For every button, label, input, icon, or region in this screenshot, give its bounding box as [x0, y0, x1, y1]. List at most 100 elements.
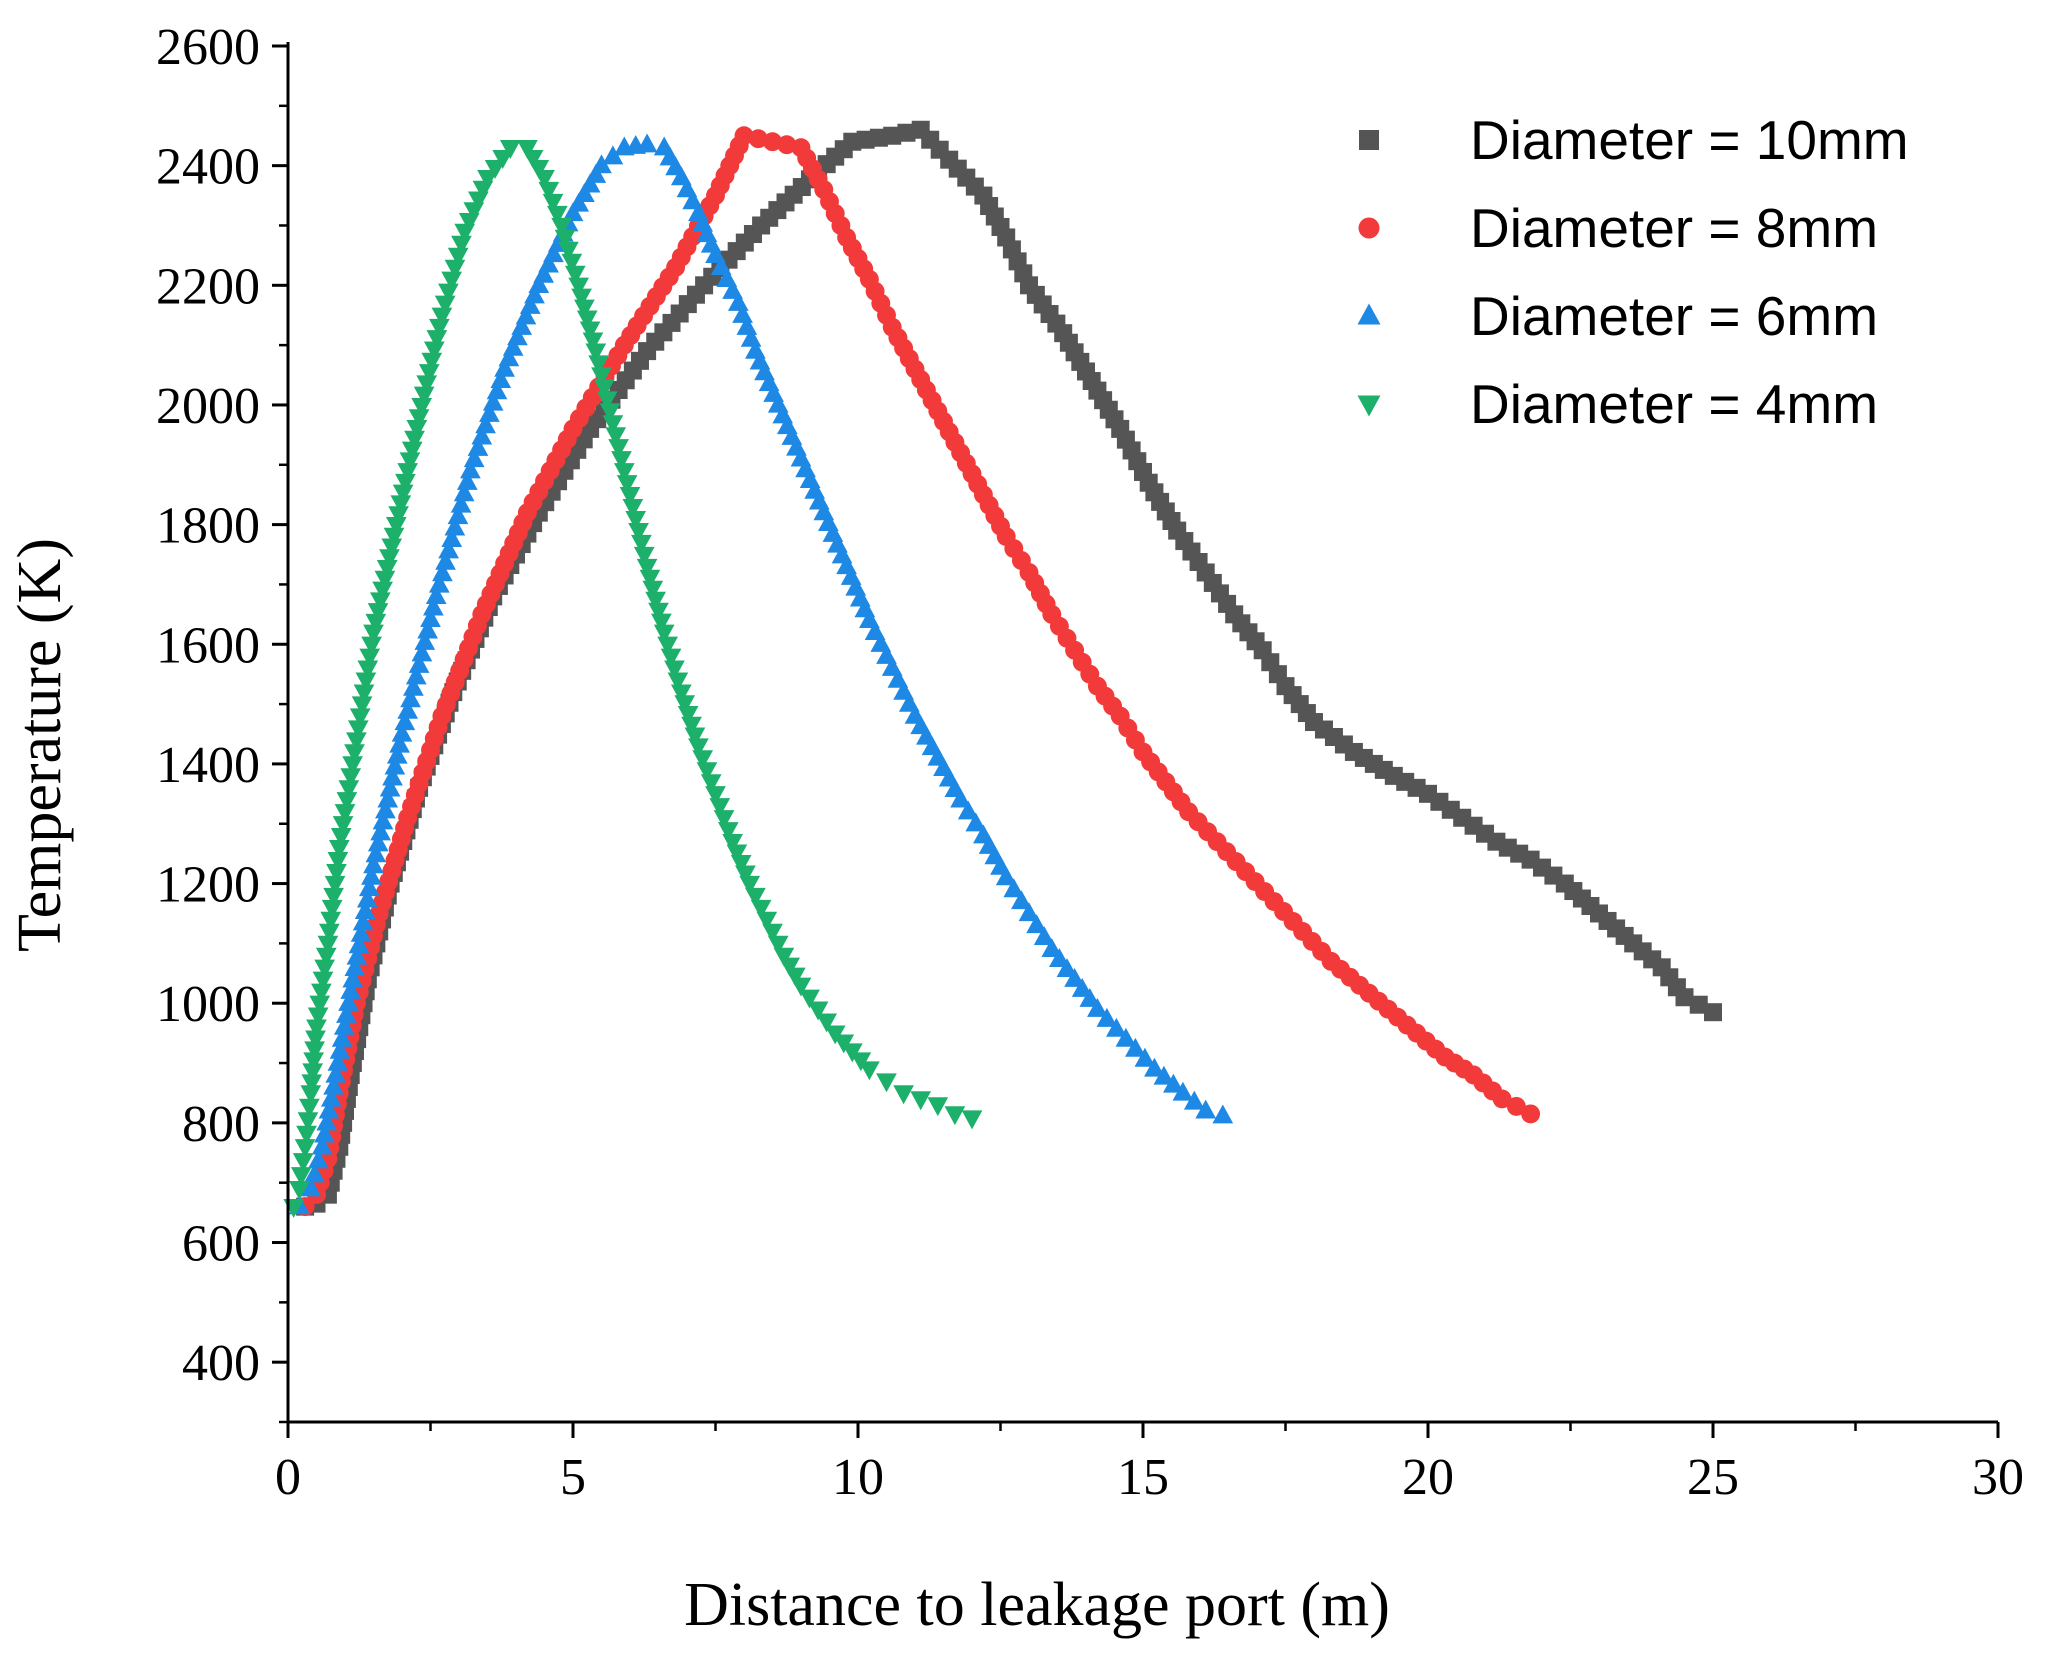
series-3-marker [576, 310, 598, 330]
series-3-point [790, 977, 812, 997]
series-3-marker [334, 804, 356, 824]
series-3-marker [434, 295, 456, 315]
series-3-marker [376, 560, 398, 579]
series-3-point [408, 409, 430, 429]
series-3-marker [611, 451, 632, 471]
series-2-marker [507, 326, 528, 346]
series-2-marker [585, 163, 607, 183]
series-2-point [300, 1177, 322, 1197]
series-3-marker [599, 403, 621, 423]
series-3-marker [677, 706, 699, 725]
series-3-marker [395, 473, 416, 493]
series-3-point [619, 487, 641, 506]
series-2 [289, 133, 1234, 1215]
y-tick-label: 2600 [156, 19, 260, 76]
series-2-marker [1125, 1037, 1146, 1057]
series-3-marker [554, 229, 576, 249]
series-2-marker [367, 832, 389, 852]
series-3-point [346, 732, 367, 752]
series-3-point [294, 1139, 316, 1159]
series-3-marker [381, 538, 403, 558]
series-1-point [1521, 1104, 1541, 1124]
series-3-marker [338, 780, 360, 800]
series-2-marker [356, 888, 378, 908]
series-2-marker [333, 1015, 355, 1035]
series-2-marker [502, 336, 524, 356]
series-3-marker [799, 989, 820, 1009]
series-3-marker [342, 756, 363, 776]
series-2-point [340, 980, 362, 999]
series-3-marker [353, 684, 375, 704]
series-3-marker [542, 193, 564, 213]
series-2-point [1212, 1104, 1234, 1124]
series-3-marker [582, 332, 604, 352]
series-3-marker [351, 696, 373, 716]
series-3-marker [372, 581, 393, 601]
series-2-point [1172, 1081, 1194, 1101]
series-2-marker [400, 688, 421, 708]
series-3-marker [355, 672, 377, 692]
series-2-marker [314, 1123, 335, 1143]
series-3-point [893, 1085, 914, 1105]
x-tick-label: 10 [832, 1449, 884, 1506]
series-2-marker [1049, 948, 1070, 967]
series-3-marker [307, 1007, 329, 1027]
series-2-point [528, 274, 550, 293]
series-2-marker [447, 505, 469, 525]
series-2-marker [574, 183, 595, 203]
series-2-marker [479, 403, 500, 422]
series-2-marker [308, 1149, 329, 1169]
series-3-marker [625, 510, 647, 530]
x-tick-label: 30 [1972, 1449, 2024, 1506]
series-2-marker [511, 315, 533, 335]
series-3-point [585, 343, 607, 363]
series-2-marker [318, 1099, 340, 1119]
series-3-marker [302, 1063, 324, 1083]
series-3-marker [447, 247, 469, 267]
series-3-marker [318, 923, 340, 943]
series-3-marker [564, 265, 586, 285]
series-2-marker [338, 991, 359, 1011]
series-1-point [763, 132, 782, 152]
series-2-marker [444, 516, 466, 536]
series-1-marker [777, 135, 797, 155]
series-1-marker [748, 129, 768, 149]
series-3-marker [305, 1030, 326, 1050]
series-3-marker [369, 592, 391, 612]
series-3-point [551, 217, 572, 237]
series-3-point [705, 786, 726, 806]
series-3-marker [299, 1098, 320, 1118]
series-3-marker [717, 822, 739, 841]
series-3-point [910, 1091, 932, 1111]
series-2-marker [1026, 914, 1047, 934]
series-2-point [1041, 938, 1063, 958]
series-2-marker [417, 619, 438, 639]
series-3-marker [538, 181, 560, 201]
series-3-point [653, 624, 675, 644]
series-0-point [1675, 988, 1694, 1007]
series-3-point [385, 516, 407, 536]
series-2-marker [450, 493, 472, 513]
series-3-marker [444, 259, 466, 279]
series-3-marker [429, 318, 450, 338]
series-2-point [950, 788, 971, 808]
series-2-marker [352, 911, 374, 931]
series-2-point [591, 154, 612, 174]
series-3-point [670, 684, 692, 704]
series-3-marker [327, 851, 349, 871]
series-3-marker [421, 352, 443, 372]
series-3-marker [324, 875, 346, 895]
series-3-point [636, 558, 658, 578]
series-2-marker [354, 900, 376, 919]
series-0-point [883, 126, 902, 145]
x-axis-title: Distance to leakage port (m) [684, 1571, 1390, 1639]
x-tick-label: 15 [1117, 1449, 1169, 1506]
series-3-marker [404, 430, 425, 450]
series-3-marker [660, 648, 682, 668]
series-3-marker [639, 569, 661, 589]
series-2-marker [490, 369, 512, 389]
series-3-marker [347, 720, 369, 740]
series-2-point [1144, 1057, 1165, 1077]
series-3-marker [367, 603, 389, 623]
series-3-marker [323, 887, 344, 907]
